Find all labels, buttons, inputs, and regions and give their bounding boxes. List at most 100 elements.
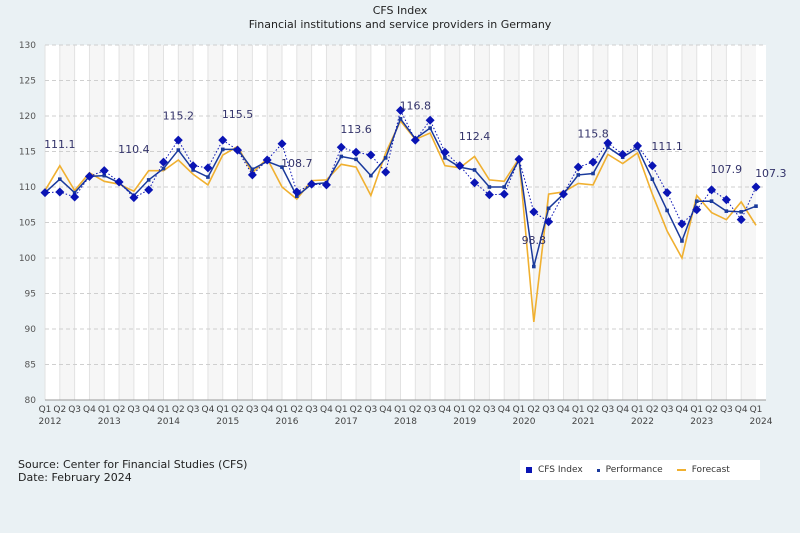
cfs-index-point <box>247 170 257 180</box>
x-tick-label: Q1 <box>572 405 585 415</box>
data-label: 98.8 <box>522 234 547 247</box>
performance-point <box>428 126 432 130</box>
data-label: 112.4 <box>459 130 491 143</box>
column-band <box>533 45 549 400</box>
x-tick-label: Q2 <box>587 405 600 415</box>
x-tick-label: Q2 <box>705 405 718 415</box>
cfs-index-point <box>70 192 80 202</box>
cfs-index-point <box>618 149 628 159</box>
cfs-index-point <box>396 105 405 115</box>
cfs-index-point <box>321 180 331 190</box>
cfs-index-point <box>203 163 213 173</box>
cfs-index-point <box>514 154 524 164</box>
cfs-index-point <box>99 166 109 176</box>
performance-point <box>339 154 344 159</box>
cfs-index-point <box>529 207 539 217</box>
cfs-index-point <box>144 185 154 195</box>
data-label: 116.8 <box>400 100 432 113</box>
performance-point <box>146 178 151 182</box>
y-tick-label: 85 <box>25 361 36 371</box>
x-tick-label: Q3 <box>424 405 437 415</box>
performance-point <box>724 209 729 213</box>
performance-point <box>102 173 107 178</box>
y-tick-label: 95 <box>25 290 36 300</box>
performance-point <box>472 168 477 172</box>
series-line-forecast <box>44 119 757 322</box>
cfs-index-point <box>188 161 198 171</box>
performance-point <box>383 156 388 160</box>
data-label: 115.5 <box>222 108 254 121</box>
x-tick-label: Q4 <box>83 405 96 415</box>
cfs-index-point <box>381 167 391 177</box>
cfs-index-point <box>692 205 702 215</box>
performance-point <box>176 148 181 152</box>
legend-swatch-forecast <box>676 469 686 471</box>
cfs-index-point <box>233 145 243 155</box>
x-tick-label: Q4 <box>498 405 511 415</box>
cfs-index-point <box>218 135 228 145</box>
x-tick-label: Q1 <box>335 405 348 415</box>
column-band <box>267 45 282 400</box>
y-tick-label: 130 <box>19 41 36 51</box>
cfs-index-point <box>588 157 598 167</box>
performance-point <box>58 177 62 181</box>
cfs-index-point <box>751 182 761 192</box>
legend-label: Forecast <box>691 465 730 475</box>
data-label: 111.1 <box>44 138 76 151</box>
performance-point <box>576 173 581 177</box>
x-tick-label: Q2 <box>172 405 185 415</box>
x-tick-label: Q2 <box>113 405 126 415</box>
year-label: 2020 <box>513 417 536 427</box>
cfs-index-point <box>440 147 450 157</box>
legend-item-forecast: Forecast <box>676 465 730 475</box>
data-label: 110.4 <box>118 143 150 156</box>
cfs-index-point <box>40 188 50 198</box>
x-tick-label: Q3 <box>246 405 259 415</box>
cfs-index-point <box>307 179 317 189</box>
performance-point <box>680 239 684 243</box>
x-tick-label: Q1 <box>98 405 111 415</box>
x-tick-label: Q3 <box>68 405 81 415</box>
y-tick-label: 105 <box>19 219 36 229</box>
year-label: 2024 <box>750 417 773 427</box>
cfs-index-point <box>129 193 139 203</box>
y-tick-label: 115 <box>19 148 36 158</box>
cfs-index-point <box>573 162 583 172</box>
x-tick-label: Q1 <box>39 405 52 415</box>
cfs-index-point <box>55 187 65 197</box>
column-band <box>385 45 401 400</box>
x-tick-label: Q3 <box>127 405 140 415</box>
legend-label: CFS Index <box>538 465 583 475</box>
x-tick-label: Q1 <box>157 405 170 415</box>
x-tick-label: Q3 <box>187 405 200 415</box>
x-tick-label: Q1 <box>690 405 703 415</box>
x-tick-label: Q3 <box>542 405 555 415</box>
source-text: Source: Center for Financial Studies (CF… <box>18 458 248 471</box>
year-label: 2016 <box>276 417 299 427</box>
performance-point <box>280 165 284 169</box>
performance-point <box>487 185 492 189</box>
x-tick-label: Q2 <box>527 405 540 415</box>
year-label: 2021 <box>572 417 595 427</box>
performance-point <box>665 208 669 213</box>
x-tick-label: Q4 <box>261 405 274 415</box>
y-tick-label: 90 <box>25 325 37 335</box>
data-label: 111.1 <box>651 140 683 153</box>
year-label: 2014 <box>157 417 180 427</box>
x-tick-label: Q4 <box>320 405 333 415</box>
year-label: 2019 <box>453 417 476 427</box>
data-label: 107.3 <box>755 167 787 180</box>
legend-item-cfs-index: CFS Index <box>526 465 583 475</box>
data-label: 113.6 <box>340 123 372 136</box>
x-tick-label: Q3 <box>601 405 614 415</box>
cfs-index-point <box>455 161 465 171</box>
x-tick-label: Q3 <box>305 405 318 415</box>
data-label: 115.2 <box>163 110 195 123</box>
performance-point <box>220 147 225 152</box>
cfs-index-point <box>262 155 272 165</box>
cfs-index-point <box>410 135 420 145</box>
cfs-index-point <box>544 217 554 227</box>
data-label: 107.9 <box>711 163 743 176</box>
source-note: Source: Center for Financial Studies (CF… <box>18 458 247 484</box>
